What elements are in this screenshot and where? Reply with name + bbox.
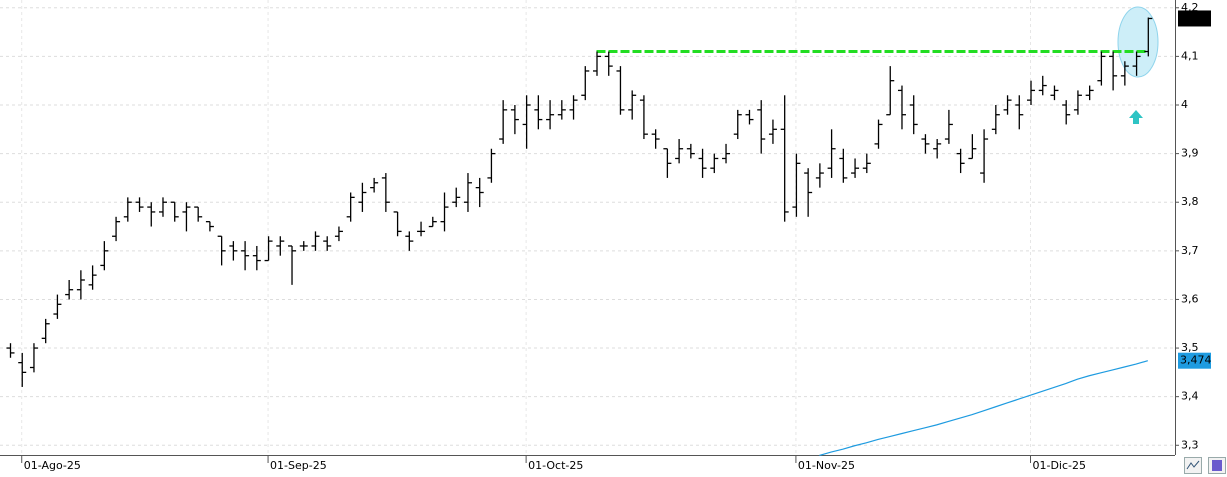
y-tick-label: 3,6: [1181, 292, 1199, 305]
x-tick-label: 01-Nov-25: [798, 459, 855, 472]
save-icon: [1212, 460, 1222, 471]
zoom-icon: [1186, 460, 1200, 470]
last-value-box: [1178, 352, 1211, 369]
y-tick-label: 3,5: [1181, 341, 1199, 354]
highlight-ellipse: [1117, 6, 1159, 78]
x-tick-label: 01-Ago-25: [24, 459, 81, 472]
x-tick-label: 01-Oct-25: [528, 459, 583, 472]
last-value-label: 3,474: [1180, 354, 1212, 367]
y-tick-label: 4,1: [1181, 49, 1199, 62]
y-tick-label: 4: [1181, 98, 1188, 111]
x-tick-label: 01-Sep-25: [270, 459, 327, 472]
x-tick-label: 01-Dic-25: [1033, 459, 1087, 472]
y-tick-label: 3,4: [1181, 390, 1199, 403]
up-arrow: [1129, 110, 1143, 124]
y-tick-label: 3,8: [1181, 195, 1199, 208]
y-tick-label: 3,7: [1181, 244, 1199, 257]
last-value-box: [1178, 10, 1211, 27]
y-tick-label: 3,3: [1181, 438, 1199, 451]
last-value-label: 4,178: [1180, 11, 1212, 24]
y-tick-label: 3,9: [1181, 147, 1199, 160]
overlay-line: [819, 360, 1148, 457]
